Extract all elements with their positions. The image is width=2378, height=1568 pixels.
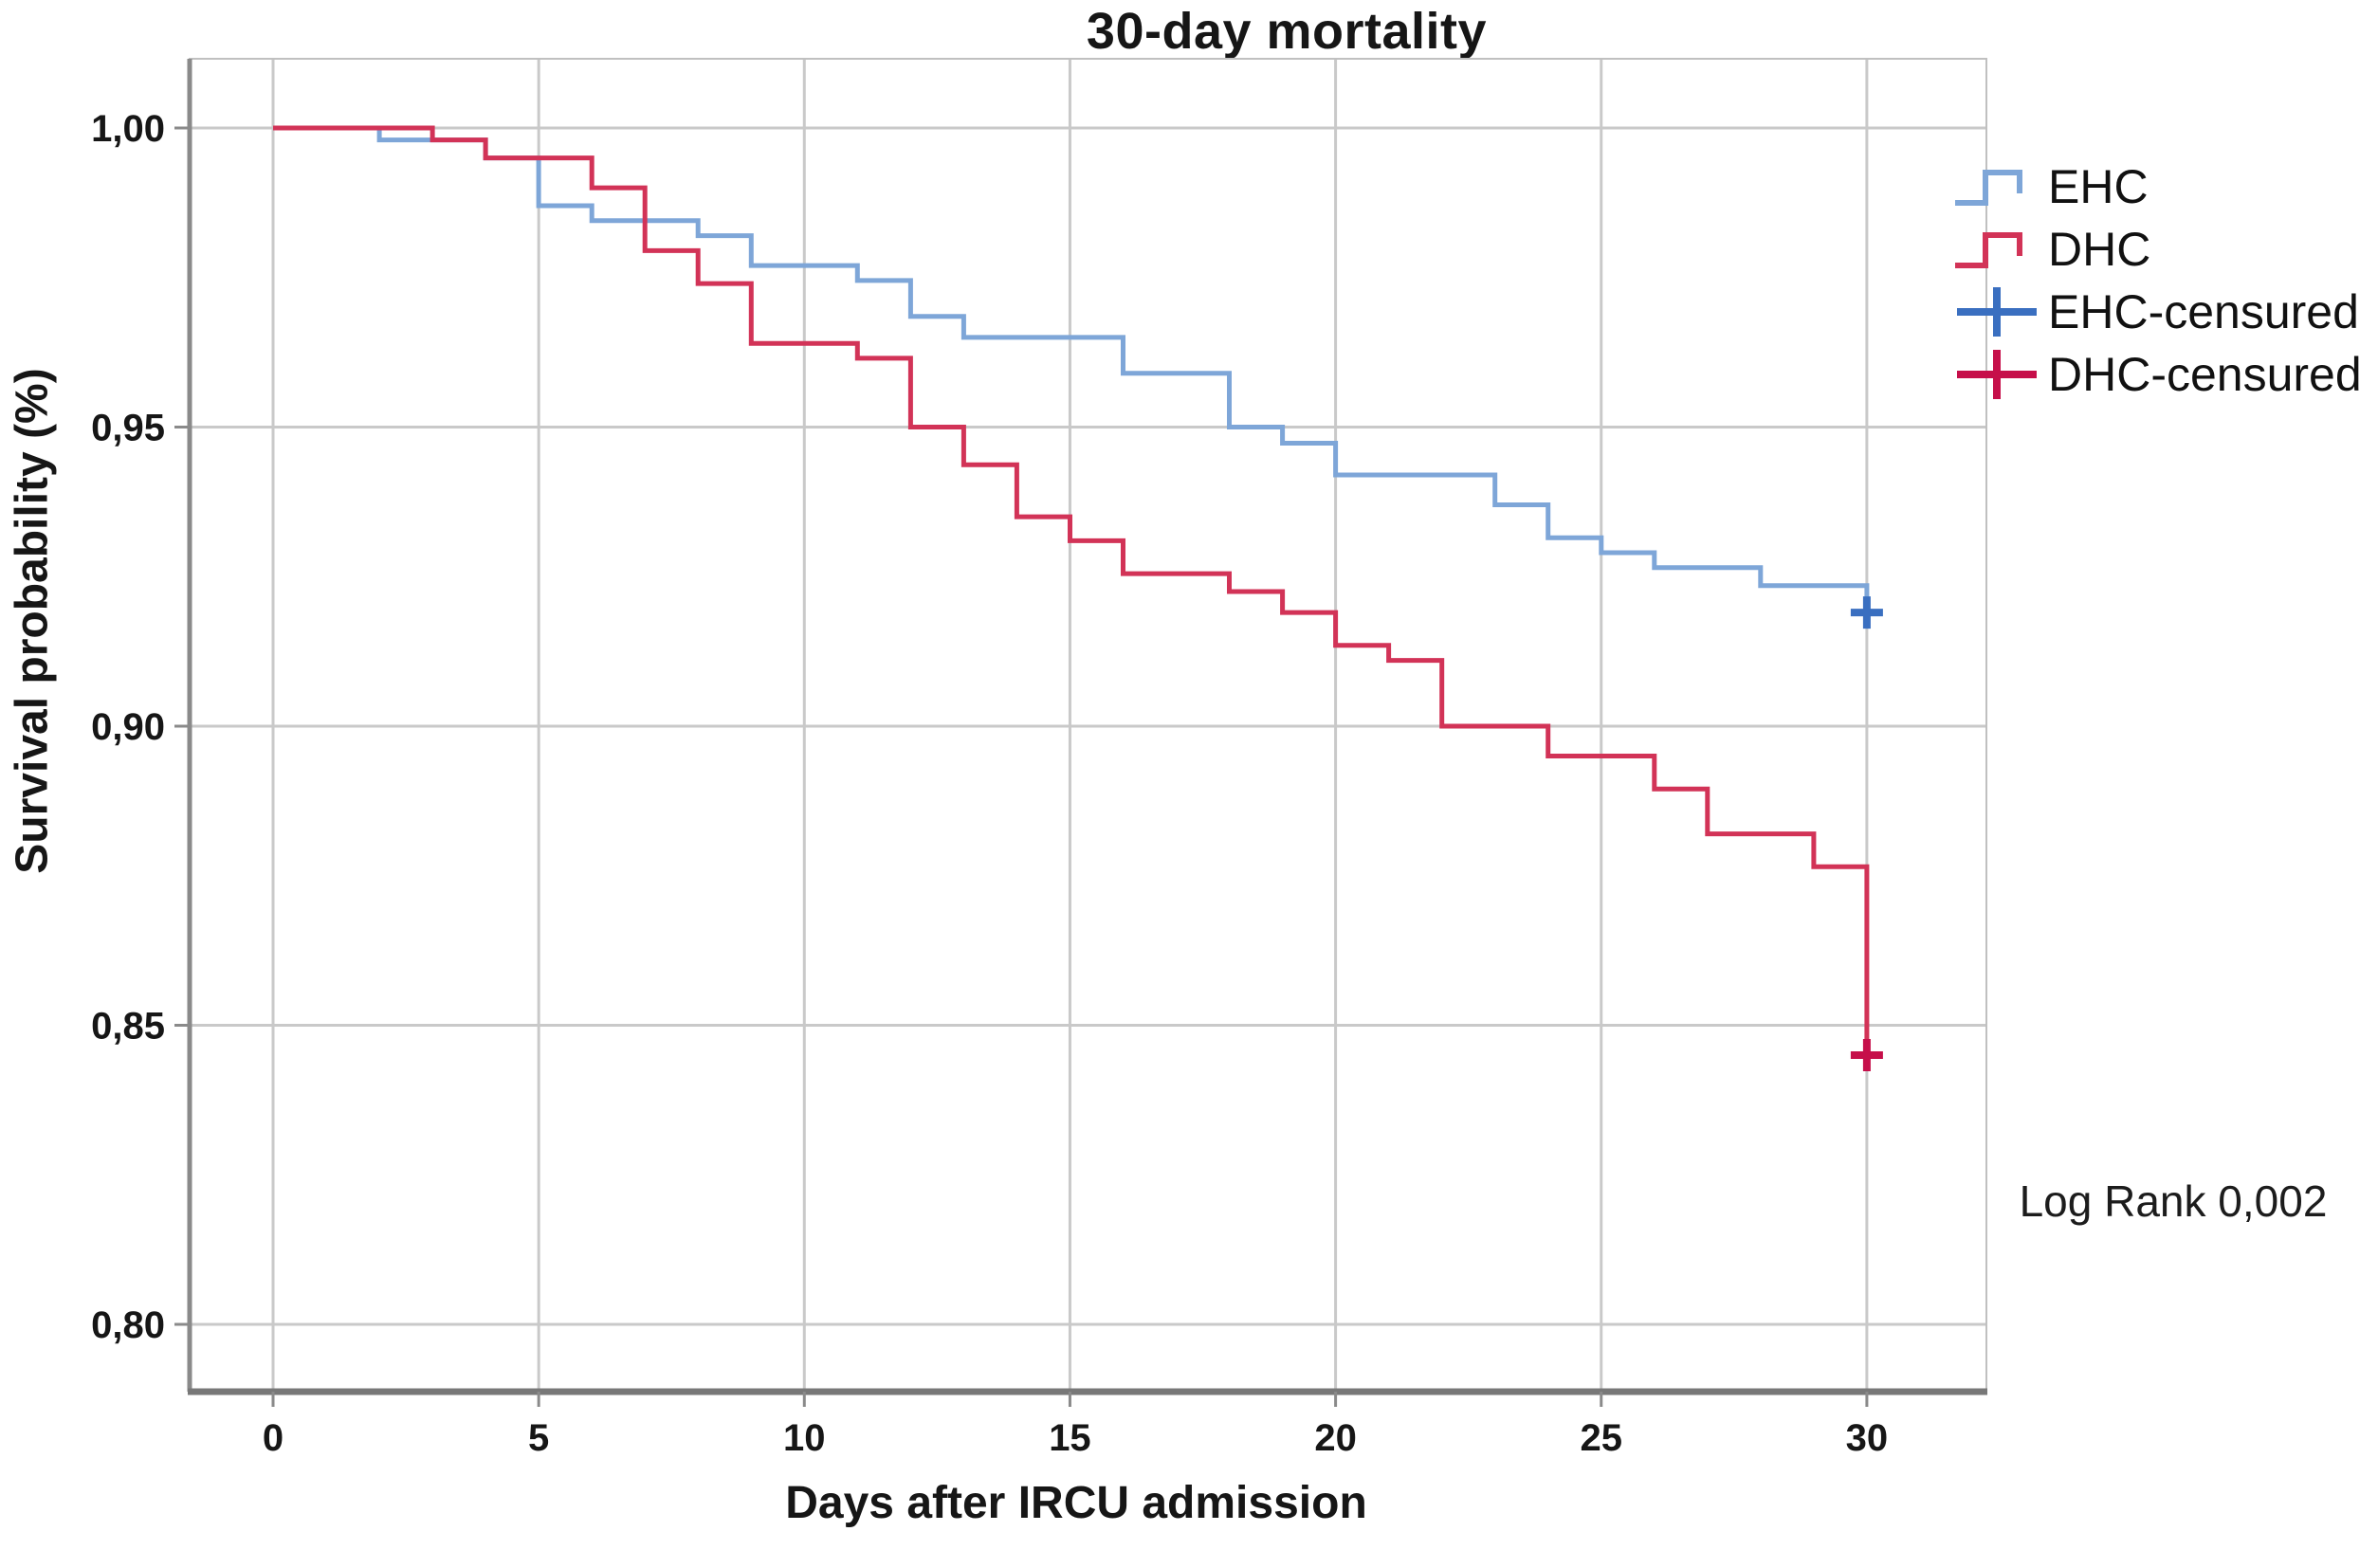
legend-label: DHC-censured: [2048, 348, 2362, 401]
legend: EHC DHC EHC-censured DHC-censured: [1953, 155, 2362, 406]
x-tick-label: 15: [1049, 1417, 1091, 1459]
log-rank-annotation: Log Rank 0,002: [2019, 1176, 2328, 1226]
dhc-survival-curve: [273, 125, 1870, 1056]
x-tick-label: 0: [263, 1417, 284, 1459]
legend-item-dhc: DHC: [1953, 218, 2362, 281]
y-tick-label: 0,80: [91, 1304, 165, 1346]
chart-title: 30-day mortality: [1086, 3, 1488, 60]
x-tick-label: 25: [1581, 1417, 1623, 1459]
x-axis-title: Days after IRCU admission: [785, 1478, 1367, 1528]
legend-label: DHC: [2048, 223, 2151, 276]
x-tick-label: 10: [783, 1417, 826, 1459]
ehc-survival-curve: [273, 125, 1870, 613]
ehc-step-icon: [1955, 170, 2022, 206]
legend-item-ehc-censured: EHC-censured: [1953, 281, 2362, 343]
x-tick-label: 20: [1314, 1417, 1357, 1459]
legend-item-ehc: EHC: [1953, 155, 2362, 218]
x-tick-label: 5: [528, 1417, 549, 1459]
dhc-step-icon: [1955, 232, 2022, 268]
y-tick-label: 0,90: [91, 706, 165, 748]
ehc-censored-plus-icon: [1957, 287, 2037, 337]
legend-label: EHC-censured: [2048, 285, 2359, 338]
x-tick-label: 30: [1846, 1417, 1889, 1459]
legend-label: EHC: [2048, 160, 2149, 213]
y-tick-label: 0,95: [91, 408, 165, 449]
ehc-censored-marker: [1850, 596, 1883, 629]
legend-item-dhc-censured: DHC-censured: [1953, 343, 2362, 406]
dhc-censored-plus-icon: [1957, 350, 2037, 399]
y-tick-label: 1,00: [91, 108, 165, 150]
y-tick-label: 0,85: [91, 1006, 165, 1048]
dhc-censored-marker: [1850, 1039, 1883, 1072]
